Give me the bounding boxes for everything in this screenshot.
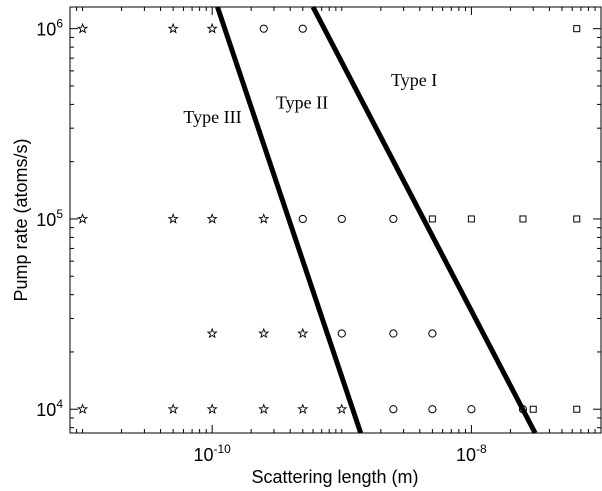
y-tick-label: 106 (36, 17, 63, 40)
square-point (519, 215, 527, 223)
circle-point (337, 214, 346, 224)
square-point (573, 25, 581, 33)
y-axis-title: Pump rate (atoms/s) (11, 138, 31, 301)
star-point (206, 213, 218, 224)
boundary-lines (215, 5, 538, 435)
circle-point (389, 214, 398, 224)
star-point (167, 403, 179, 415)
star-point (76, 403, 89, 415)
star-point (76, 22, 89, 34)
circle-point (298, 214, 307, 224)
square-point (529, 405, 537, 413)
axis-ticks: 10-10 10-8 104 105 106 (36, 7, 602, 465)
data-points (76, 22, 581, 415)
star-point (76, 213, 89, 224)
star-point (258, 403, 270, 415)
square-point (428, 215, 436, 223)
x-axis-title: Scattering length (m) (251, 467, 418, 487)
circle-point (389, 405, 398, 414)
star-point (297, 403, 309, 415)
region-label: Type I (391, 70, 437, 90)
square-point (573, 405, 581, 413)
star-point (258, 327, 270, 339)
circle-point (467, 405, 476, 414)
star-point (206, 22, 218, 34)
circle-point (389, 329, 398, 338)
circle-point (259, 24, 268, 33)
x-tick-label: 10-10 (193, 442, 231, 465)
star-point (297, 327, 309, 339)
y-tick-label: 105 (36, 207, 63, 230)
circle-point (337, 329, 346, 338)
plot-frame (69, 6, 602, 434)
circle-point (518, 405, 528, 414)
circle-point (428, 405, 437, 414)
region-label: Type II (276, 93, 328, 113)
circle-point (428, 329, 437, 338)
star-point (167, 22, 179, 34)
star-point (206, 327, 218, 339)
region-label: Type III (183, 107, 241, 127)
region-labels: Type III Type II Type I (183, 70, 437, 127)
square-point (573, 215, 581, 223)
star-point (167, 213, 179, 224)
square-point (467, 215, 475, 223)
star-point (206, 403, 218, 415)
boundary-line-2 (310, 5, 538, 435)
circle-point (298, 24, 307, 33)
y-tick-label: 104 (36, 397, 63, 420)
boundary-line-1 (215, 6, 364, 434)
x-tick-label: 10-8 (456, 442, 487, 465)
star-point (258, 213, 270, 224)
star-point (336, 403, 348, 415)
